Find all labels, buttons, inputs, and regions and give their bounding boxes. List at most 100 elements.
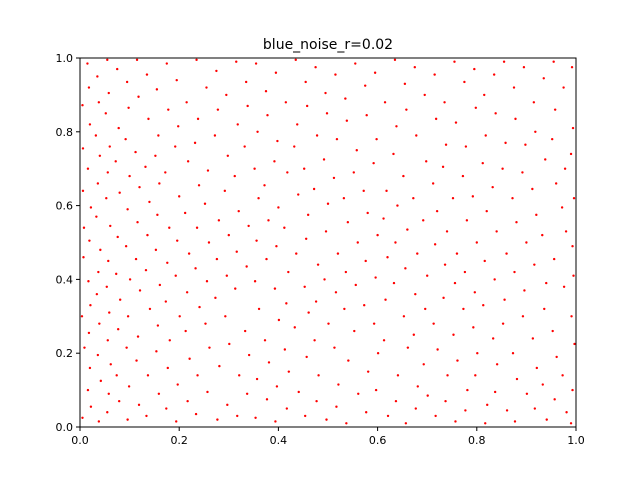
data-point — [195, 226, 199, 229]
data-point — [405, 108, 408, 111]
data-point — [138, 289, 142, 292]
data-point — [144, 268, 148, 272]
data-point — [431, 182, 435, 185]
data-point — [81, 189, 85, 193]
data-point — [484, 422, 487, 425]
data-point — [494, 112, 497, 115]
data-point — [215, 69, 218, 73]
data-point — [164, 171, 167, 174]
data-point — [402, 174, 405, 178]
data-point — [294, 58, 297, 62]
data-point — [266, 113, 269, 117]
data-point — [226, 403, 229, 407]
data-point — [412, 197, 415, 200]
data-point — [98, 322, 101, 325]
data-point — [246, 104, 249, 108]
data-point — [155, 88, 159, 91]
data-point — [218, 364, 221, 368]
data-point — [275, 385, 279, 388]
y-axis: 0.0 0.2 0.4 0.6 0.8 1.0 — [56, 52, 80, 434]
data-point — [533, 407, 537, 410]
data-point — [245, 265, 248, 268]
data-point — [553, 108, 557, 111]
data-point — [105, 197, 108, 200]
data-point — [146, 233, 149, 237]
data-point — [473, 291, 477, 294]
data-point — [144, 165, 147, 169]
data-point — [293, 326, 296, 329]
x-tick-label: 0.2 — [170, 434, 188, 447]
data-point — [185, 291, 189, 294]
data-point — [154, 248, 158, 252]
data-point — [146, 374, 150, 377]
data-point — [325, 112, 329, 115]
data-point — [344, 270, 348, 274]
data-point — [233, 174, 236, 178]
data-point — [464, 145, 468, 148]
data-point — [443, 101, 446, 104]
data-point — [197, 184, 201, 187]
data-point — [228, 342, 231, 346]
data-point — [88, 366, 92, 370]
y-tick-label: 0.0 — [56, 421, 74, 434]
data-point — [82, 256, 85, 259]
data-point — [255, 239, 258, 242]
data-point — [237, 209, 240, 213]
data-point — [474, 106, 478, 110]
data-point — [127, 106, 130, 110]
data-point — [422, 219, 425, 222]
data-point — [98, 154, 102, 157]
data-point — [243, 145, 246, 148]
data-point — [99, 379, 103, 383]
data-point — [188, 357, 191, 360]
data-point — [560, 206, 564, 209]
data-point — [436, 348, 439, 351]
data-point — [511, 352, 515, 355]
data-point — [287, 370, 291, 373]
data-point — [234, 287, 237, 290]
data-point — [375, 137, 378, 141]
data-point — [423, 93, 426, 97]
data-point — [366, 370, 370, 373]
data-point — [118, 298, 122, 301]
data-point — [334, 291, 338, 294]
data-point — [165, 407, 168, 410]
data-point — [244, 80, 248, 84]
data-point — [135, 359, 138, 362]
data-point — [148, 200, 151, 204]
data-point — [345, 422, 348, 425]
data-point — [116, 67, 119, 71]
data-point — [571, 126, 575, 130]
data-point — [216, 108, 220, 111]
data-point — [535, 366, 539, 370]
data-point — [314, 66, 317, 69]
data-point — [347, 359, 350, 362]
data-point — [136, 335, 140, 338]
data-point — [137, 95, 140, 98]
x-tick-label: 1.0 — [567, 434, 585, 447]
data-point — [362, 189, 365, 193]
data-point — [569, 152, 573, 156]
plot-frame — [79, 57, 577, 428]
data-point — [563, 167, 567, 170]
data-point — [106, 171, 109, 174]
data-point — [89, 206, 93, 209]
data-point — [333, 346, 336, 349]
data-point — [117, 126, 120, 130]
data-point — [184, 329, 187, 333]
data-point — [297, 390, 300, 394]
data-point — [491, 185, 494, 189]
data-point — [204, 322, 207, 325]
data-point — [293, 145, 296, 148]
data-point — [86, 167, 90, 170]
data-point — [414, 292, 417, 296]
data-point — [145, 414, 148, 418]
data-point — [570, 315, 573, 318]
data-point — [545, 418, 548, 421]
data-point — [569, 422, 573, 425]
data-point — [89, 405, 93, 408]
data-point — [562, 86, 565, 89]
data-point — [265, 398, 269, 401]
data-point — [97, 101, 101, 104]
data-point — [355, 149, 358, 152]
